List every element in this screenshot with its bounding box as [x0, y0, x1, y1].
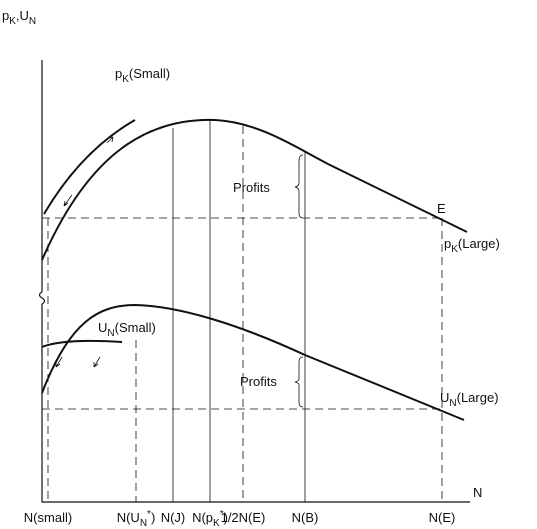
- label-part: 1/2N(E): [221, 510, 266, 525]
- profits-brace: [294, 154, 304, 219]
- arrow: [93, 356, 101, 368]
- x-label: N(J): [161, 510, 186, 525]
- label-part: N(B): [292, 510, 319, 525]
- label-part: U: [98, 320, 107, 335]
- label-part: N: [449, 398, 456, 409]
- label-part: *: [147, 509, 151, 520]
- label-part: N: [29, 16, 36, 27]
- y-axis-label: pK,UN: [2, 8, 36, 27]
- label-part: ): [151, 510, 155, 525]
- x-label: N(UN*): [117, 509, 156, 529]
- label-part: (Small): [129, 66, 170, 81]
- label-part: ): [224, 510, 228, 525]
- x-label: N(E): [429, 510, 456, 525]
- curve-label: UN(Small): [98, 320, 156, 339]
- x-axis-label: N: [473, 485, 482, 500]
- label-part: N: [140, 518, 147, 529]
- curve-label: pK(Large): [444, 236, 500, 255]
- label-part: K: [213, 518, 220, 529]
- label-part: (Large): [457, 390, 499, 405]
- label-part: K: [122, 74, 129, 85]
- curve-label: pK(Small): [115, 66, 170, 85]
- x-label: N(pK*): [192, 509, 228, 529]
- un-large-curve: [41, 303, 465, 421]
- label-part: (Large): [458, 236, 500, 251]
- label-part: U: [440, 390, 449, 405]
- label-part: p: [115, 66, 122, 81]
- curve-label: UN(Large): [440, 390, 499, 409]
- profits-label: Profits: [233, 180, 270, 195]
- x-label: N(B): [292, 510, 319, 525]
- label-part: N(U: [117, 510, 140, 525]
- pk-large-curve: [41, 118, 468, 261]
- label-part: *: [220, 509, 224, 520]
- label-part: K: [9, 16, 16, 27]
- axes: [41, 60, 470, 503]
- label-part: p: [444, 236, 451, 251]
- profits-label: Profits: [240, 374, 277, 389]
- un-small-curve: [41, 339, 123, 348]
- label-part: ,U: [16, 8, 29, 23]
- label-part: N(p: [192, 510, 213, 525]
- arrow: [55, 356, 63, 368]
- label-part: (Small): [115, 320, 156, 335]
- label-part: N: [107, 328, 114, 339]
- label-part: N(small): [24, 510, 72, 525]
- point-label: E: [437, 201, 446, 216]
- label-part: N(E): [429, 510, 456, 525]
- label-part: p: [2, 8, 9, 23]
- label-part: N(J): [161, 510, 186, 525]
- arrow: [63, 194, 73, 207]
- axis-break: [38, 291, 46, 305]
- label-part: K: [451, 244, 458, 255]
- pk-small-curve: [43, 119, 136, 215]
- arrow: [106, 136, 114, 144]
- x-label: N(small): [24, 510, 72, 525]
- profits-brace: [294, 356, 304, 408]
- x-label: 1/2N(E): [221, 510, 266, 525]
